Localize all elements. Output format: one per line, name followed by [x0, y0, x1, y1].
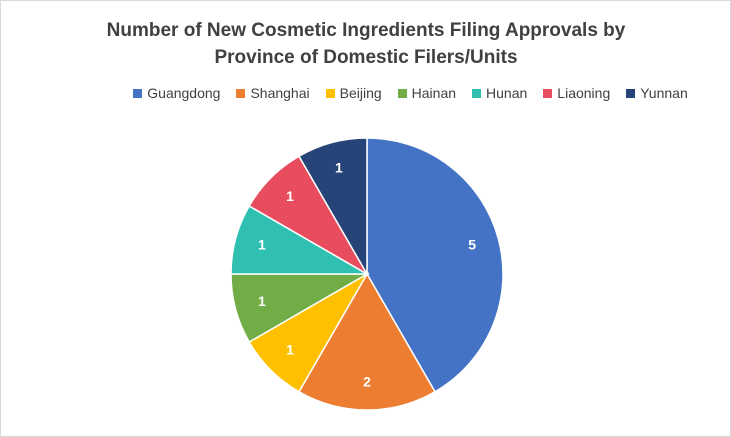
legend-label: Hunan — [486, 85, 528, 101]
data-label: 1 — [258, 293, 266, 309]
chart-title: Number of New Cosmetic Ingredients Filin… — [106, 20, 626, 68]
data-label: 1 — [258, 237, 266, 253]
legend-label: Shanghai — [250, 85, 310, 101]
legend: Guangdong Shanghai Beijing Hainan Hunan Liaon… — [1, 85, 730, 101]
legend-label: Hainan — [411, 85, 457, 101]
legend-item: Beijing — [325, 85, 382, 101]
data-label: 1 — [286, 188, 294, 204]
pie-slice — [297, 272, 437, 411]
data-label: 1 — [335, 160, 343, 176]
data-label: 5 — [468, 237, 476, 253]
legend-label: Liaoning — [557, 85, 611, 101]
pie-slice — [366, 137, 504, 393]
data-label: 2 — [363, 374, 371, 390]
legend-swatch — [626, 88, 636, 98]
legend-item: Hunan — [472, 85, 527, 101]
legend-label: Beijing — [339, 85, 382, 101]
legend-item: Yunnan — [626, 85, 688, 101]
legend-swatch — [133, 88, 143, 98]
pie-slice — [297, 137, 368, 277]
legend-swatch — [397, 88, 407, 98]
data-label: 1 — [286, 342, 294, 358]
legend-swatch — [472, 88, 482, 98]
legend-item: Guangdong — [133, 85, 220, 101]
legend-item: Liaoning — [543, 85, 610, 101]
legend-label: Guangdong — [147, 85, 221, 101]
legend-item: Shanghai — [236, 85, 310, 101]
legend-swatch — [236, 88, 246, 98]
legend-swatch — [543, 88, 553, 98]
legend-swatch — [325, 88, 335, 98]
legend-item: Hainan — [397, 85, 457, 101]
legend-label: Yunnan — [640, 85, 688, 101]
